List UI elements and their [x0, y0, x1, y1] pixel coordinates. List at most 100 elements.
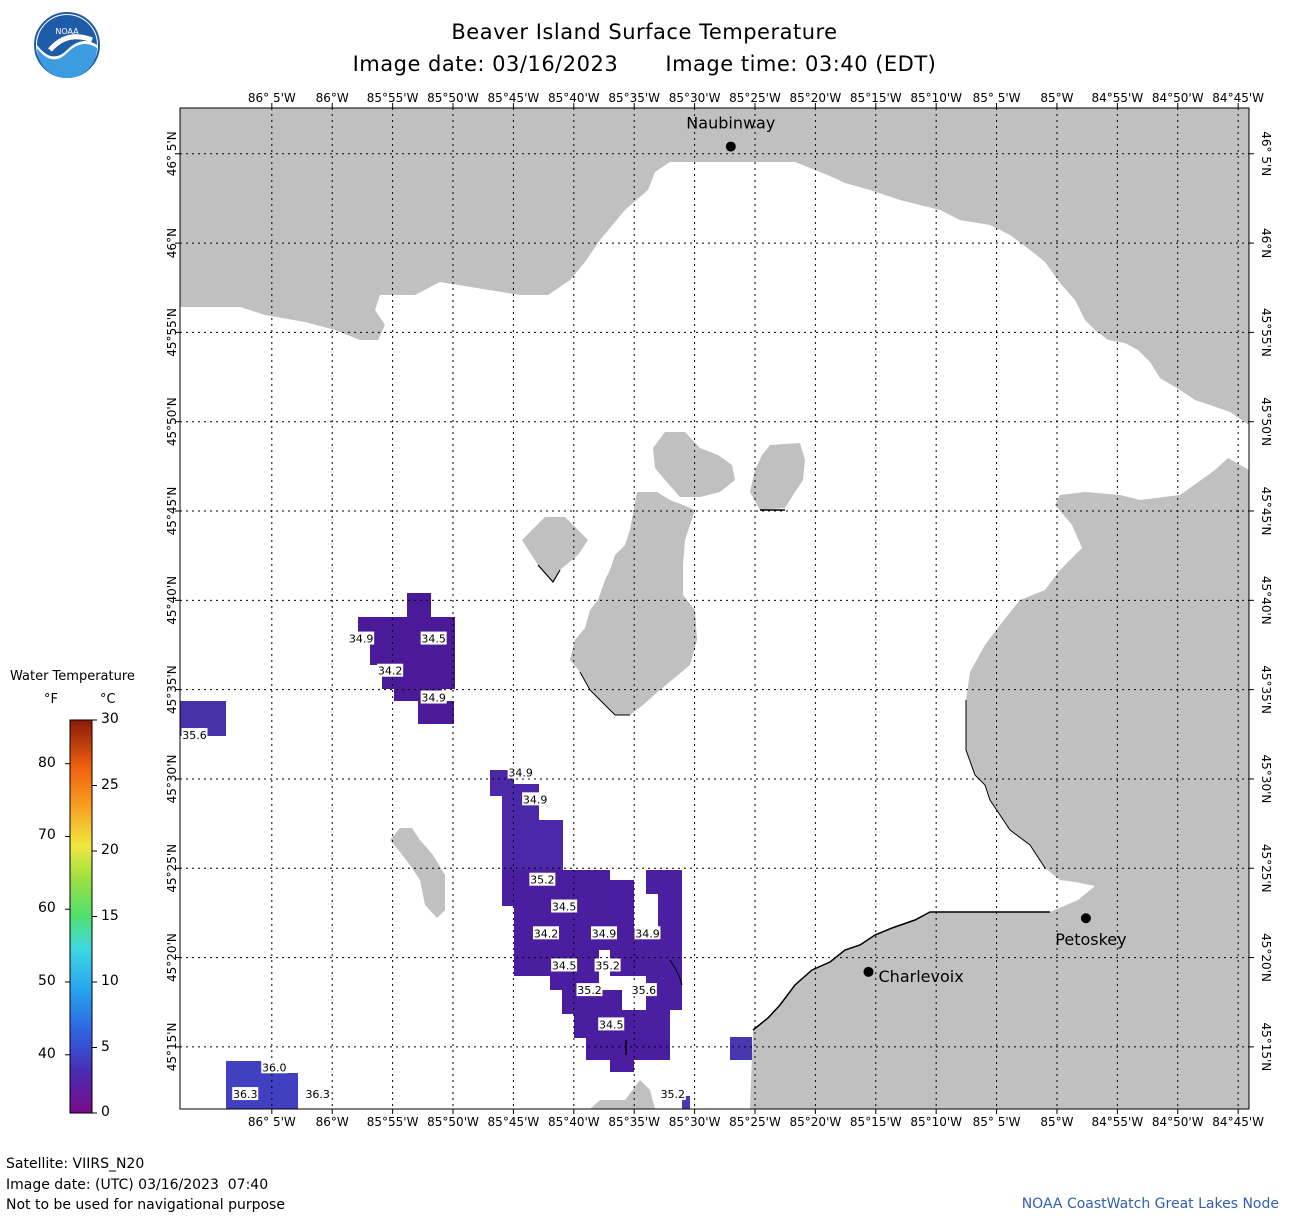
city-label: Petoskey [1055, 930, 1126, 949]
legend-tick-f: 50 [38, 973, 56, 989]
lat-label-right: 45°30'N [1259, 755, 1273, 804]
svg-text:36.0: 36.0 [262, 1061, 287, 1074]
svg-text:35.2: 35.2 [530, 874, 555, 887]
svg-text:35.2: 35.2 [661, 1088, 686, 1101]
land-upper-peninsula [180, 108, 1249, 425]
legend-tick-c: 30 [101, 711, 119, 727]
lon-label-bottom: 85°15'W [850, 1115, 902, 1129]
svg-text:34.5: 34.5 [599, 1018, 624, 1031]
lon-label-top: 85°35'W [608, 91, 660, 105]
legend-tick-c: 0 [101, 1104, 110, 1120]
image-datetime: Image date: 03/16/2023 Image time: 03:40… [0, 52, 1289, 76]
credit-label: NOAA CoastWatch Great Lakes Node [1021, 1196, 1279, 1212]
land-gull-island [390, 828, 445, 918]
lon-label-top: 85°45'W [488, 91, 540, 105]
lat-label-left: 45°40'N [165, 576, 179, 625]
temperature-label: 34.5 [551, 958, 578, 972]
svg-text:34.5: 34.5 [552, 901, 577, 914]
lon-label-top: 85°10'W [910, 91, 962, 105]
legend-tick-f: 60 [38, 900, 56, 917]
temperature-label: 34.9 [634, 926, 661, 940]
lon-label-bottom: 85° 5'W [973, 1115, 1021, 1129]
land-beaver-island [570, 492, 697, 715]
lon-label-bottom: 84°55'W [1092, 1115, 1144, 1129]
temperature-label: 34.9 [522, 792, 549, 806]
lat-label-right: 45°35'N [1259, 665, 1273, 714]
legend-unit-f: °F [44, 692, 58, 707]
svg-text:35.6: 35.6 [182, 729, 207, 742]
temperature-label: 35.6 [630, 983, 657, 997]
lon-label-top: 85° 5'W [973, 91, 1021, 105]
lat-label-right: 45°45'N [1259, 487, 1273, 536]
city-label: Naubinway [686, 114, 775, 133]
lon-label-top: 86° 5'W [248, 91, 296, 105]
city-marker [863, 966, 874, 977]
lat-label-left: 45°55'N [165, 308, 179, 357]
temperature-label: 35.2 [594, 958, 621, 972]
legend-tick-c: 5 [101, 1038, 110, 1055]
lon-label-bottom: 85°40'W [548, 1115, 600, 1129]
lon-label-top: 85°50'W [427, 91, 479, 105]
legend-tick-f: 40 [38, 1045, 56, 1062]
disclaimer: Not to be used for navigational purpose [6, 1197, 285, 1213]
temperature-label: 35.2 [529, 872, 556, 887]
temperature-label: 34.9 [348, 631, 375, 646]
lon-label-top: 85°40'W [548, 91, 600, 105]
lat-label-left: 46°N [165, 228, 179, 258]
legend-tick-c: 20 [101, 842, 119, 858]
legend-tick-f: 80 [38, 754, 56, 771]
legend-colorbar [69, 719, 93, 1114]
svg-text:34.9: 34.9 [349, 633, 374, 646]
legend-tick-c: 15 [101, 907, 119, 924]
temperature-label: 34.5 [598, 1017, 625, 1031]
lon-label-bottom: 86°W [316, 1115, 349, 1129]
land-lower-peninsula [750, 458, 1249, 1109]
temperature-label: 34.9 [420, 690, 447, 705]
land-south-fragment [590, 1080, 655, 1109]
lon-label-bottom: 85°55'W [367, 1115, 419, 1129]
svg-text:36.3: 36.3 [233, 1088, 258, 1101]
lon-label-bottom: 84°45'W [1212, 1115, 1264, 1129]
logo-text: NOAA [55, 27, 79, 36]
temperature-label: 36.3 [304, 1087, 331, 1101]
temperature-label: 34.2 [532, 926, 559, 940]
lon-label-bottom: 85°10'W [910, 1115, 962, 1129]
lat-label-left: 45°25'N [165, 844, 179, 893]
temperature-label: 34.9 [590, 926, 617, 940]
lat-label-right: 45°50'N [1259, 397, 1273, 446]
lat-label-left: 46° 5'N [165, 131, 179, 176]
svg-text:34.9: 34.9 [635, 927, 660, 940]
lon-label-bottom: 84°50'W [1152, 1115, 1204, 1129]
temperature-label: 34.5 [420, 631, 447, 646]
temperature-pixels [180, 593, 752, 1109]
lon-label-bottom: 85°25'W [729, 1115, 781, 1129]
logo-wave-icon [37, 44, 97, 78]
lon-label-bottom: 85°45'W [488, 1115, 540, 1129]
temperature-label: 35.2 [576, 983, 603, 997]
lat-label-right: 45°15'N [1259, 1022, 1273, 1071]
satellite-label: Satellite: VIIRS_N20 [6, 1156, 145, 1172]
lon-label-top: 85°25'W [729, 91, 781, 105]
image-time: Image time: 03:40 (EDT) [665, 52, 937, 76]
land-garden-island [653, 432, 735, 497]
lon-label-top: 86°W [316, 91, 349, 105]
temperature-label: 34.2 [377, 663, 404, 678]
city-label: Charlevoix [879, 967, 964, 986]
lat-label-right: 46° 5'N [1259, 131, 1273, 176]
lon-label-top: 85°15'W [850, 91, 902, 105]
lat-label-left: 45°35'N [165, 665, 179, 714]
noaa-logo: NOAA [34, 12, 100, 78]
temperature-label: 35.2 [659, 1087, 686, 1101]
svg-text:34.2: 34.2 [534, 927, 559, 940]
svg-text:34.9: 34.9 [523, 793, 548, 806]
lon-label-top: 85°55'W [367, 91, 419, 105]
svg-text:34.9: 34.9 [421, 692, 446, 705]
svg-text:35.2: 35.2 [595, 959, 620, 972]
legend-tick-c: 25 [101, 776, 119, 793]
legend-tick-c: 10 [101, 973, 119, 989]
lat-label-left: 45°50'N [165, 397, 179, 446]
lat-label-left: 45°30'N [165, 755, 179, 804]
legend-unit-c: °C [100, 692, 116, 707]
utc-date-label: Image date: (UTC) 03/16/2023 07:40 [6, 1177, 269, 1193]
lat-label-right: 45°40'N [1259, 576, 1273, 625]
